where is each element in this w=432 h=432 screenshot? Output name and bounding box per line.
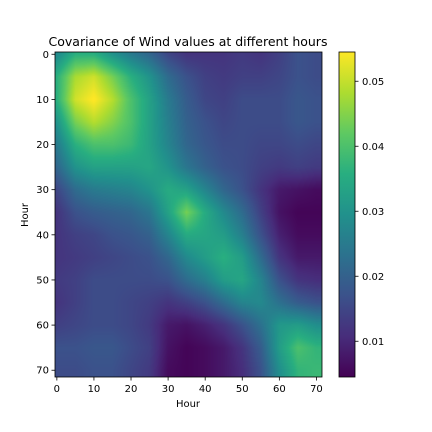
- x-tick-label: 50: [236, 384, 249, 395]
- x-tick-label: 60: [273, 384, 286, 395]
- y-axis: 0 10 20 30 40 50 60 70: [36, 50, 55, 377]
- y-axis-label: Hour: [20, 202, 31, 227]
- chart-title: Covariance of Wind values at different h…: [49, 34, 328, 49]
- y-tick-label: 0: [43, 50, 49, 61]
- x-tick-label: 0: [54, 384, 60, 395]
- colorbar-tick-label: 0.01: [362, 337, 384, 348]
- x-axis-label: Hour: [176, 399, 201, 410]
- colorbar-axis: 0.01 0.02 0.03 0.04 0.05: [355, 77, 384, 348]
- y-tick-label: 30: [36, 185, 49, 196]
- x-tick-label: 30: [162, 384, 175, 395]
- plot-frame: [54, 51, 323, 378]
- y-tick-label: 70: [36, 366, 49, 377]
- colorbar-tick-label: 0.02: [362, 272, 384, 283]
- heatmap-image: [55, 52, 322, 377]
- colorbar-tick-label: 0.03: [362, 207, 384, 218]
- x-tick-label: 10: [88, 384, 101, 395]
- x-tick-label: 70: [310, 384, 323, 395]
- colorbar: [338, 51, 356, 378]
- colorbar-tick-label: 0.04: [362, 142, 384, 153]
- y-tick-label: 40: [36, 230, 49, 241]
- colorbar-tick-label: 0.05: [362, 77, 384, 88]
- y-tick-label: 50: [36, 275, 49, 286]
- x-axis: 0 10 20 30 40 50 60 70: [54, 377, 323, 395]
- y-tick-label: 60: [36, 321, 49, 332]
- x-tick-label: 40: [199, 384, 212, 395]
- x-tick-label: 20: [125, 384, 138, 395]
- y-tick-label: 10: [36, 95, 49, 106]
- y-tick-label: 20: [36, 140, 49, 151]
